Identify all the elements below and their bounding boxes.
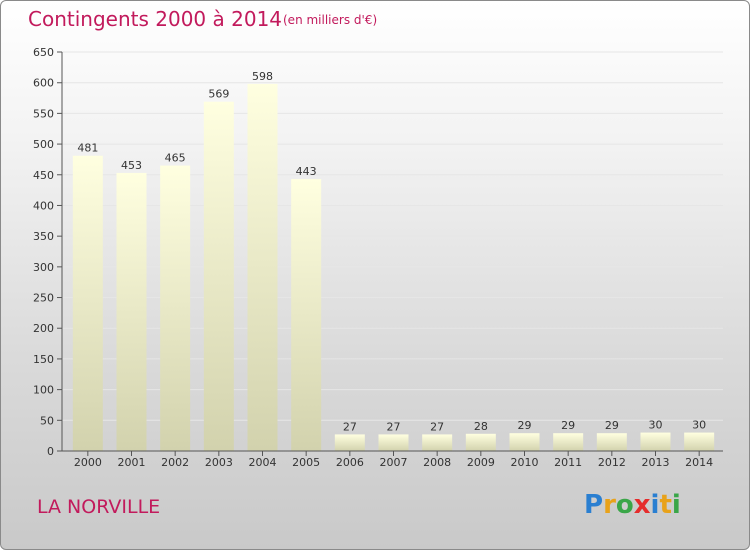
x-tick-label: 2014	[685, 456, 713, 469]
logo-letter: x	[633, 490, 651, 520]
data-label: 481	[77, 142, 98, 155]
chart-subtitle: (en milliers d'€)	[283, 13, 378, 27]
x-tick-label: 2012	[598, 456, 626, 469]
logo-letter: i	[671, 490, 681, 520]
x-tick-label: 2005	[292, 456, 320, 469]
x-tick-label: 2010	[511, 456, 539, 469]
logo-letter: P	[584, 490, 604, 520]
data-label: 27	[430, 420, 444, 433]
data-label: 29	[561, 419, 575, 432]
commune-name: LA NORVILLE	[37, 496, 161, 518]
bar	[553, 433, 584, 451]
y-tick-label: 650	[33, 46, 54, 59]
y-tick-label: 300	[33, 261, 54, 274]
data-label: 27	[387, 420, 401, 433]
logo-letter: i	[650, 490, 660, 520]
data-label: 453	[121, 159, 142, 172]
bar	[160, 165, 191, 452]
data-label: 598	[252, 70, 273, 83]
data-label: 443	[296, 165, 317, 178]
data-label: 569	[208, 88, 229, 101]
y-tick-label: 600	[33, 77, 54, 90]
x-tick-label: 2007	[380, 456, 408, 469]
bar	[203, 101, 234, 452]
chart-title: Contingents 2000 à 2014	[28, 7, 283, 31]
x-tick-label: 2000	[74, 456, 102, 469]
bar	[684, 432, 715, 451]
bar	[334, 434, 365, 451]
y-tick-label: 550	[33, 107, 54, 120]
y-tick-label: 150	[33, 353, 54, 366]
data-label: 465	[165, 152, 186, 165]
x-tick-label: 2011	[554, 456, 582, 469]
bar	[596, 433, 627, 451]
bar	[247, 83, 278, 452]
y-tick-label: 100	[33, 384, 54, 397]
x-tick-label: 2004	[249, 456, 277, 469]
bar	[291, 179, 322, 451]
x-tick-label: 2003	[205, 456, 233, 469]
x-tick-label: 2008	[423, 456, 451, 469]
data-label: 29	[605, 419, 619, 432]
y-tick-label: 50	[40, 414, 54, 427]
data-label: 28	[474, 420, 488, 433]
proxiti-logo[interactable]: Proxiti	[584, 490, 681, 520]
x-tick-label: 2013	[642, 456, 670, 469]
logo-letter: o	[615, 490, 634, 520]
y-tick-label: 350	[33, 230, 54, 243]
logo-letter: t	[659, 490, 672, 520]
y-tick-label: 0	[47, 445, 54, 458]
logo-letter: r	[603, 490, 616, 520]
data-label: 27	[343, 420, 357, 433]
data-label: 30	[649, 419, 663, 432]
y-tick-label: 400	[33, 199, 54, 212]
x-tick-label: 2009	[467, 456, 495, 469]
data-label: 30	[692, 419, 706, 432]
x-tick-label: 2001	[118, 456, 146, 469]
data-label: 29	[518, 419, 532, 432]
x-tick-label: 2006	[336, 456, 364, 469]
bar	[422, 434, 453, 451]
y-tick-label: 500	[33, 138, 54, 151]
bar	[465, 433, 496, 451]
y-tick-label: 250	[33, 292, 54, 305]
bar	[116, 172, 147, 452]
y-tick-label: 450	[33, 169, 54, 182]
y-tick-label: 200	[33, 322, 54, 335]
bar	[378, 434, 409, 451]
x-tick-label: 2002	[161, 456, 189, 469]
bar	[640, 432, 671, 451]
bar	[509, 433, 540, 451]
bar	[72, 155, 103, 452]
